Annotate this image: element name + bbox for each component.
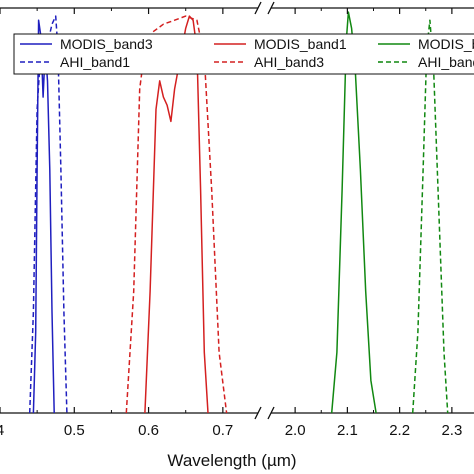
legend-label: AHI_band1 bbox=[60, 54, 130, 70]
series-line-modis-band1 bbox=[144, 15, 209, 414]
series-line-modis-band3 bbox=[32, 19, 55, 414]
x-tick-label: 0.7 bbox=[212, 422, 233, 439]
legend-label: MODIS_band7 bbox=[418, 36, 474, 52]
top-axis-break-mark bbox=[254, 1, 262, 15]
x-tick-label: 0.5 bbox=[64, 422, 85, 439]
series-line-modis-band7 bbox=[330, 11, 377, 414]
series-line-ahi-band6 bbox=[411, 19, 449, 414]
x-tick-label: 0.6 bbox=[138, 422, 159, 439]
legend-label: MODIS_band3 bbox=[60, 36, 153, 52]
x-tick-label: 4 bbox=[0, 422, 4, 439]
x-tick-label: 2.0 bbox=[285, 422, 306, 439]
x-tick-label: 2.1 bbox=[337, 422, 358, 439]
top-axis-break-mark bbox=[267, 1, 275, 15]
plot-frame bbox=[0, 7, 474, 414]
series-line-ahi-band3 bbox=[125, 15, 228, 414]
legend-label: AHI_band3 bbox=[254, 54, 324, 70]
bottom-axis-break-mark bbox=[254, 406, 262, 420]
legend-label: MODIS_band1 bbox=[254, 36, 347, 52]
x-tick-label: 2.3 bbox=[441, 422, 462, 439]
bottom-axis-break-mark bbox=[267, 406, 275, 420]
series-line-ahi-band1 bbox=[28, 15, 68, 414]
axis-ticks: 4 0.5 0.6 0.7 2.0 2.1 2.2 2.3 bbox=[0, 8, 462, 439]
x-tick-label: 2.2 bbox=[389, 422, 410, 439]
legend-label: AHI_band6 bbox=[418, 54, 474, 70]
legend-box bbox=[13, 33, 474, 75]
x-axis-label: Wavelength (µm) bbox=[167, 451, 296, 470]
legend: MODIS_band3 MODIS_band1 MODIS_band7 AHI_ban… bbox=[13, 33, 474, 75]
axis-break-marks bbox=[254, 1, 275, 420]
